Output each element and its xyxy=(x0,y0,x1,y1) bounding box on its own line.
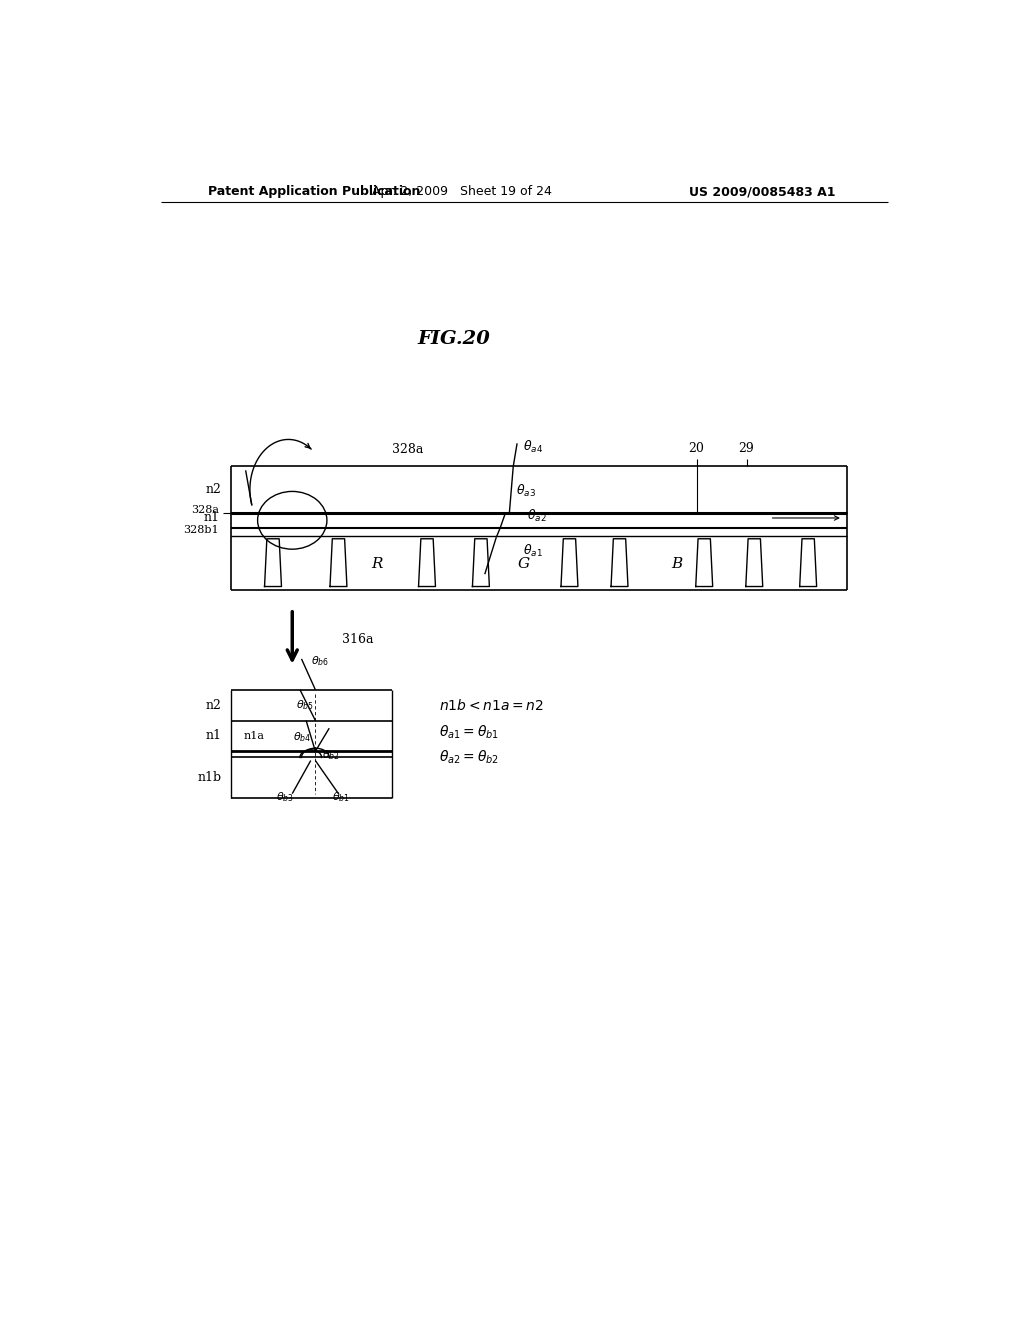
Text: 316a: 316a xyxy=(342,634,374,647)
Text: 20: 20 xyxy=(688,442,705,455)
Text: $\theta_{a3}$: $\theta_{a3}$ xyxy=(515,483,536,499)
Text: FIG.20: FIG.20 xyxy=(418,330,490,348)
Text: $\theta_{b2}$: $\theta_{b2}$ xyxy=(322,748,339,762)
Text: B: B xyxy=(672,557,683,572)
Text: Patent Application Publication: Patent Application Publication xyxy=(208,185,420,198)
Text: n1a: n1a xyxy=(244,731,264,741)
Text: 328a: 328a xyxy=(392,444,424,457)
Text: $\theta_{b1}$: $\theta_{b1}$ xyxy=(333,789,350,804)
Text: $n1b < n1a = n2$: $n1b < n1a = n2$ xyxy=(438,697,544,713)
Text: n1: n1 xyxy=(203,511,219,524)
Text: G: G xyxy=(517,557,529,572)
Text: $\theta_{b4}$: $\theta_{b4}$ xyxy=(293,730,311,744)
Text: n1b: n1b xyxy=(198,771,221,784)
Text: $\theta_{a1}$: $\theta_{a1}$ xyxy=(523,543,543,560)
Text: $\theta_{a1} = \theta_{b1}$: $\theta_{a1} = \theta_{b1}$ xyxy=(438,723,499,741)
Text: 328a: 328a xyxy=(191,504,219,515)
Text: 29: 29 xyxy=(738,442,755,455)
Text: n1: n1 xyxy=(206,730,221,742)
Text: $\theta_{b5}$: $\theta_{b5}$ xyxy=(296,698,313,711)
Text: US 2009/0085483 A1: US 2009/0085483 A1 xyxy=(689,185,836,198)
Text: Apr. 2, 2009   Sheet 19 of 24: Apr. 2, 2009 Sheet 19 of 24 xyxy=(372,185,552,198)
Text: $\theta_{b3}$: $\theta_{b3}$ xyxy=(275,789,294,804)
Text: n2: n2 xyxy=(206,483,221,496)
Text: $\theta_{a2}$: $\theta_{a2}$ xyxy=(527,508,547,524)
Text: R: R xyxy=(372,557,383,572)
Text: $\theta_{a2} = \theta_{b2}$: $\theta_{a2} = \theta_{b2}$ xyxy=(438,748,499,766)
Text: 328b1: 328b1 xyxy=(183,524,219,535)
Text: $\theta_{b6}$: $\theta_{b6}$ xyxy=(310,655,329,668)
Text: n2: n2 xyxy=(206,698,221,711)
Text: $\theta_{a4}$: $\theta_{a4}$ xyxy=(523,438,544,455)
